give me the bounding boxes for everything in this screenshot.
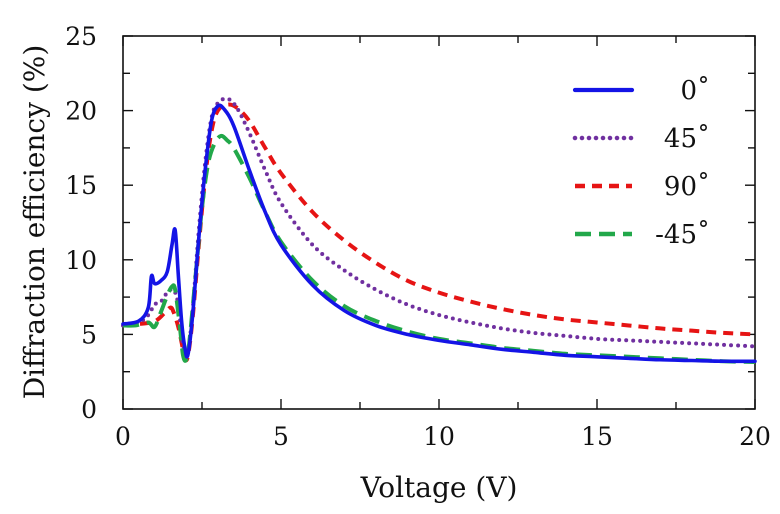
x-tick-label: 20: [739, 422, 771, 451]
series-line-90deg: [122, 102, 756, 363]
axis-ticks: [122, 35, 756, 410]
y-tick-label: 25: [65, 22, 97, 51]
series-line-0deg: [121, 103, 757, 364]
series-lines: [121, 96, 757, 364]
x-axis-title: Voltage (V): [360, 471, 518, 504]
legend-label: 45˚: [664, 124, 710, 154]
y-tick-label: 15: [65, 171, 97, 200]
legend-label: -45˚: [655, 220, 710, 250]
x-tick-labels: 0 5 10 15 20: [115, 422, 771, 451]
x-tick-label: 15: [581, 422, 613, 451]
y-tick-label: 0: [81, 395, 97, 424]
y-tick-label: 20: [65, 97, 97, 126]
x-tick-label: 5: [273, 422, 289, 451]
y-tick-labels: 0 5 10 15 20 25: [65, 22, 97, 424]
legend-label: 0˚: [680, 76, 710, 106]
y-tick-label: 5: [81, 320, 97, 349]
x-tick-label: 0: [115, 422, 131, 451]
y-axis-title: Diffraction efficiency (%): [18, 45, 51, 400]
x-tick-label: 10: [423, 422, 455, 451]
y-tick-label: 10: [65, 246, 97, 275]
legend-label: 90˚: [664, 172, 710, 202]
legend: 0˚ 45˚ 90˚ -45˚: [572, 76, 710, 250]
